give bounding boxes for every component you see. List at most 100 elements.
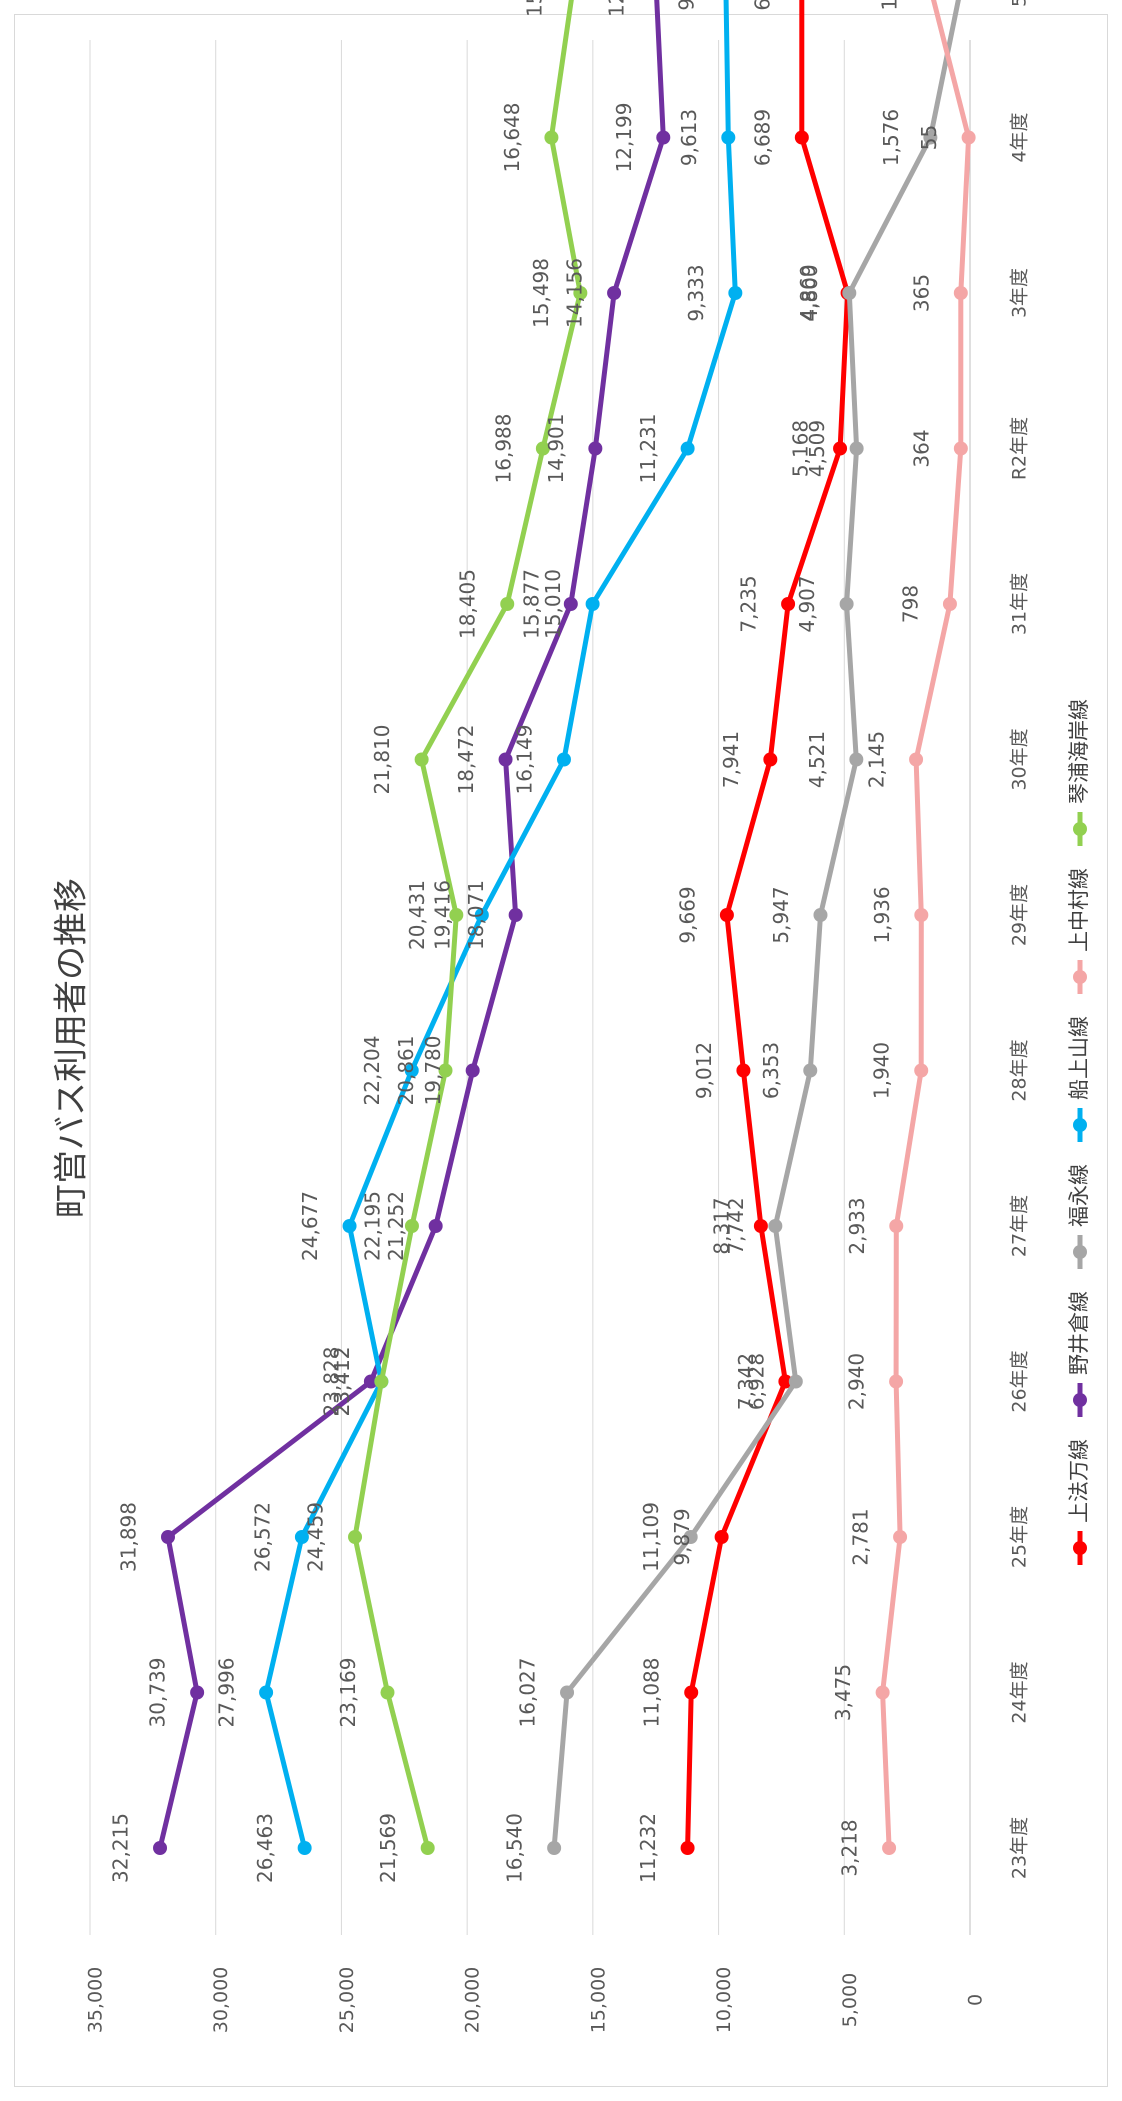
data-label: 1,936 [870, 886, 894, 943]
data-point [961, 130, 976, 145]
legend-label: 福永線 [1067, 1164, 1091, 1227]
data-label: 9,333 [684, 264, 708, 321]
legend-label: 船上山線 [1067, 1016, 1091, 1100]
data-point [914, 908, 929, 922]
data-label: 11,232 [636, 1813, 660, 1883]
data-label: 9,613 [677, 109, 701, 166]
data-point [348, 1530, 363, 1544]
data-label: 12,199 [612, 103, 636, 173]
data-label: 23,412 [330, 1347, 354, 1417]
legend-label: 野井倉線 [1067, 1291, 1091, 1375]
data-point [449, 908, 464, 922]
data-point [763, 752, 778, 767]
value-tick-label: 35,000 [85, 1967, 107, 2033]
data-label: 14,156 [563, 258, 587, 328]
data-label: 11,088 [640, 1658, 664, 1728]
data-point [474, 908, 489, 922]
series-line [551, 0, 961, 1849]
data-point [721, 130, 736, 145]
legend-label: 上中村線 [1067, 868, 1091, 952]
data-label: 15,752 [522, 0, 546, 17]
data-label: 12,493 [604, 0, 628, 17]
data-point [842, 286, 857, 300]
data-label: 8,317 [709, 1197, 733, 1254]
data-label: 15,498 [529, 258, 553, 328]
data-point [849, 441, 864, 456]
gridlines [89, 40, 971, 1935]
data-point [563, 597, 578, 611]
data-point [297, 1841, 312, 1855]
data-label: 23,412 [330, 1347, 354, 1417]
data-point [607, 286, 622, 300]
data-label: 2,933 [845, 1197, 869, 1254]
data-label: 5,947 [769, 886, 793, 943]
data-label: 1,576 [879, 109, 903, 166]
data-label: 7,235 [737, 575, 761, 632]
legend-marker [1073, 822, 1087, 836]
category-tick-label: 26年度 [1009, 1350, 1031, 1412]
data-point [190, 1685, 205, 1700]
data-labels: 11,232 11,088 9,879 7,342 8,317 9,012 9,669 7,9… [109, 0, 942, 1883]
data-label: 18,472 [454, 725, 478, 795]
data-point [560, 1685, 575, 1700]
data-point [535, 441, 550, 456]
series-lines [153, 0, 976, 1855]
data-point [753, 1219, 768, 1233]
legend-item: 船上山線 [1067, 1016, 1091, 1142]
data-label: 6,353 [759, 1042, 783, 1099]
data-label: 4,869 [796, 264, 820, 321]
data-point [882, 1841, 897, 1855]
data-label: 6,690 [750, 0, 774, 11]
data-label: 11,231 [636, 414, 660, 484]
data-point [942, 597, 957, 611]
data-label: 4,800 [798, 264, 822, 321]
legend-item: 野井倉線 [1067, 1291, 1091, 1417]
data-point [833, 441, 848, 456]
data-point [404, 1219, 419, 1233]
data-label: 24,459 [304, 1502, 328, 1572]
data-label: 16,540 [503, 1813, 527, 1883]
data-point [909, 752, 924, 767]
data-label: 18,071 [464, 880, 488, 950]
value-axis-ticks: 0 5,000 10,000 15,000 20,000 25,000 30,000 35,0… [85, 1967, 987, 2033]
category-tick-label: 4年度 [1009, 112, 1031, 162]
category-tick-label: 28年度 [1009, 1039, 1031, 1101]
data-point [153, 1841, 168, 1855]
data-label: 20,431 [405, 880, 429, 950]
legend-marker [1073, 1541, 1087, 1555]
category-tick-label: 29年度 [1009, 884, 1031, 946]
data-label: 2,940 [845, 1353, 869, 1410]
data-point [508, 908, 523, 922]
data-label: 7,941 [719, 731, 743, 788]
value-tick-label: 5,000 [839, 1973, 861, 2027]
legend-item: 琴浦海岸線 [1067, 699, 1091, 846]
data-point [294, 1530, 309, 1544]
category-tick-label: 5年度 [1009, 0, 1031, 7]
legend-label: 琴浦海岸線 [1067, 699, 1091, 804]
category-tick-label: 27年度 [1009, 1195, 1031, 1257]
data-label: 6,928 [744, 1353, 768, 1410]
data-label: 798 [898, 585, 922, 623]
data-point [803, 1063, 818, 1078]
value-tick-label: 25,000 [336, 1967, 358, 2033]
data-point [813, 908, 828, 922]
data-label: 16,988 [491, 414, 515, 484]
data-label: 18,405 [456, 569, 480, 639]
data-point [498, 752, 513, 767]
data-label: 30,739 [146, 1658, 170, 1728]
data-point [656, 130, 671, 145]
legend-item: 福永線 [1067, 1164, 1091, 1269]
data-point [893, 1530, 908, 1544]
data-point [953, 286, 968, 300]
category-tick-label: 30年度 [1009, 728, 1031, 790]
data-point [420, 1841, 435, 1855]
data-label: 2,781 [849, 1508, 873, 1565]
data-point [736, 1063, 751, 1078]
data-label: 26,572 [250, 1502, 274, 1572]
legend-marker [1073, 1393, 1087, 1407]
category-tick-label: 25年度 [1009, 1506, 1031, 1568]
data-point [374, 1374, 389, 1389]
data-label: 318 [911, 0, 935, 1]
data-label: 16,648 [500, 103, 524, 173]
data-point [914, 1063, 929, 1078]
